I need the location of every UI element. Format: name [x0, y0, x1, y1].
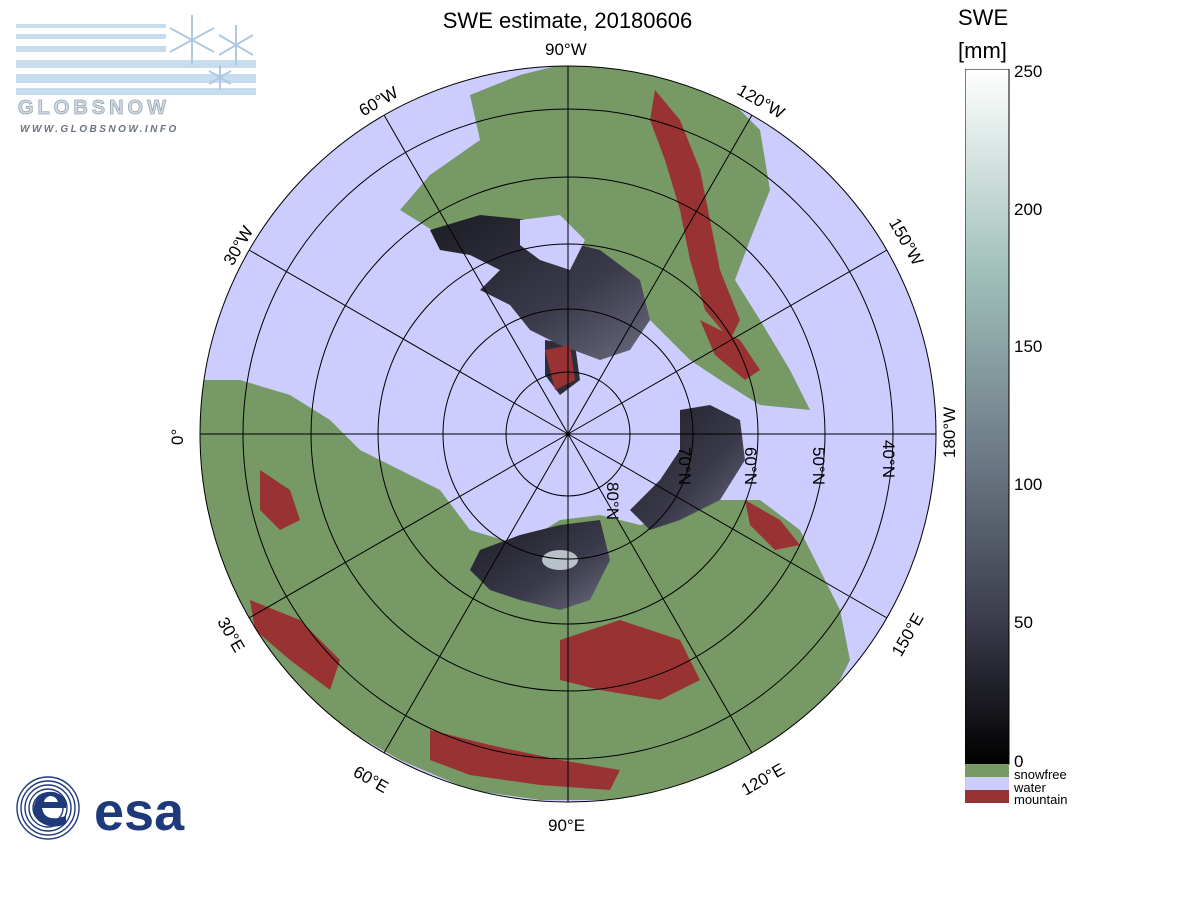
meridian-30e: [248, 433, 569, 619]
swatch-snowfree: [965, 764, 1009, 777]
map-border: [199, 65, 937, 803]
meridian-120e: [567, 433, 753, 754]
graticule: [200, 66, 936, 802]
central-asia-mountains: [430, 730, 620, 790]
colorbar-tick-100: 100: [1014, 475, 1043, 494]
legend-water: water: [1014, 780, 1046, 795]
esa-logo: esa: [16, 776, 185, 842]
label-180w: 180°W: [940, 406, 959, 458]
swatch-water: [965, 777, 1009, 790]
globsnow-logo: GLOBSNOW WWW.GLOBSNOW.INFO: [16, 15, 256, 135]
esa-wordmark: esa: [94, 782, 185, 842]
meridian-150e: [567, 433, 888, 619]
label-80n: 80°N: [603, 482, 622, 520]
label-70n: 70°N: [675, 447, 694, 485]
canadian-arctic-snow: [430, 215, 650, 360]
meridian-120w: [567, 114, 753, 435]
meridian-60w: [383, 114, 569, 435]
colorbar-gradient: [965, 69, 1010, 765]
colorbar: [965, 69, 1010, 803]
label-0: 0°: [168, 428, 187, 445]
meridian-150w: [567, 249, 888, 435]
label-50n: 50°N: [809, 447, 828, 485]
map-title: SWE estimate, 20180606: [442, 8, 693, 33]
globsnow-url: WWW.GLOBSNOW.INFO: [20, 124, 179, 135]
hudson-bay: [520, 215, 585, 270]
legend-mountain: mountain: [1014, 792, 1068, 807]
east-asia-mountains: [560, 620, 700, 700]
polar-map: [199, 65, 937, 803]
label-40n: 40°N: [879, 440, 898, 478]
swatch-mountain: [965, 790, 1009, 803]
colorbar-tick-150: 150: [1014, 337, 1043, 356]
meridian-60e: [383, 433, 569, 754]
colorbar-tick-0: 0: [1014, 752, 1024, 771]
esa-emblem-icon: [16, 776, 80, 840]
label-60n: 60°N: [741, 447, 760, 485]
colorbar-tick-50: 50: [1014, 613, 1033, 632]
north-america-landmass: [400, 66, 810, 410]
globsnow-wordmark: GLOBSNOW: [18, 97, 170, 119]
colorbar-unit: [mm]: [958, 38, 1007, 63]
rocky-mountains: [650, 90, 740, 340]
label-90e: 90°E: [548, 816, 586, 835]
colorbar-tick-250: 250: [1014, 62, 1043, 81]
label-90w: 90°W: [545, 40, 587, 59]
chukotka-mountains: [745, 500, 800, 550]
colorbar-tick-200: 200: [1014, 200, 1043, 219]
alps-caucasus: [250, 600, 340, 690]
scandinavian-mountains: [260, 470, 300, 530]
meridian-30w: [248, 249, 569, 435]
siberia-snow: [630, 405, 745, 530]
taymyr-deep-snow: [542, 550, 578, 570]
colorbar-title: SWE: [958, 5, 1009, 30]
legend-snowfree: snowfree: [1014, 767, 1067, 782]
snowflake-icon: [169, 15, 254, 90]
